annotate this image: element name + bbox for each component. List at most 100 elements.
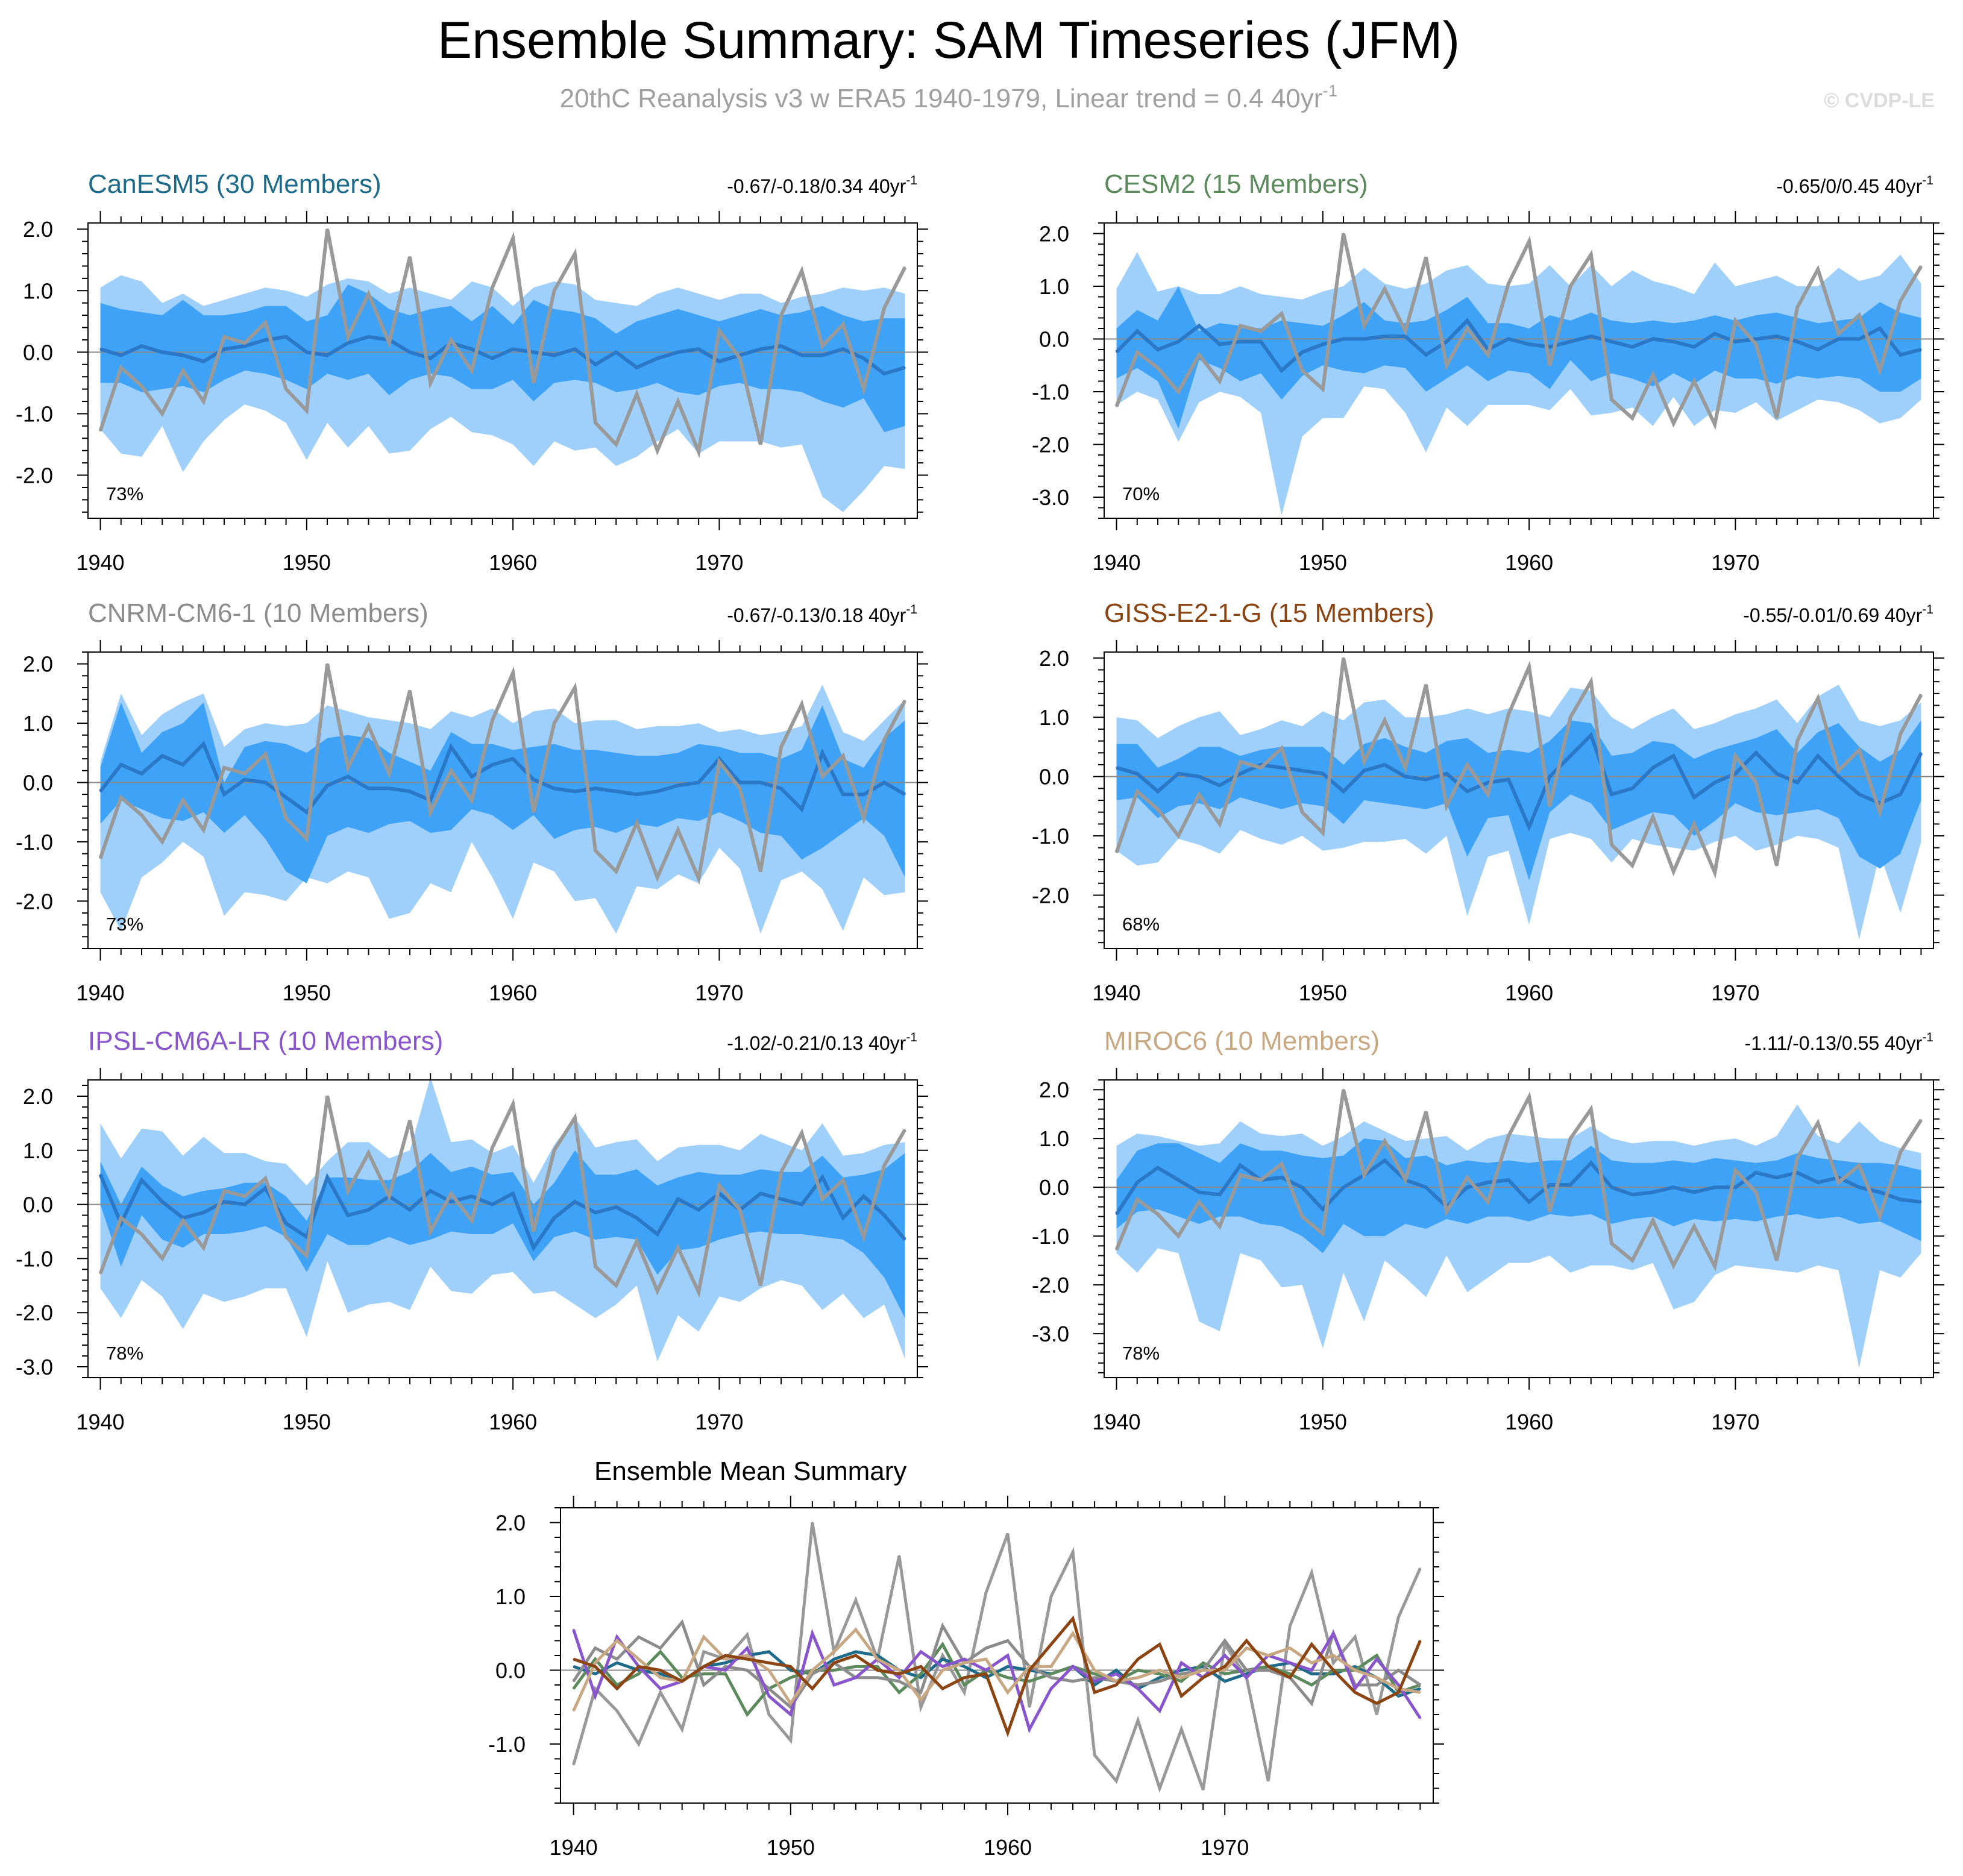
observed-point [1219,823,1220,825]
ensemble-mean-panel: Ensemble Mean Summary 2.0 1.0 0.0 -1.0 1940 19… [488,1457,1444,1860]
ensemble-mean-point [1281,767,1283,769]
observed-point [223,767,225,769]
observed-point [1178,1235,1179,1237]
observed-point [1632,1260,1633,1261]
trend-superscript: -1 [1922,1031,1933,1044]
series-point [1072,1617,1074,1619]
ensemble-mean-point [1425,1186,1427,1188]
observed-point [1384,719,1386,721]
observed-point [471,369,473,372]
ensemble-mean-point [904,793,906,795]
series-point [1376,1713,1378,1716]
observed-point [491,1147,494,1149]
series-point [1354,1636,1356,1638]
x-tick-label: 1940 [76,1410,124,1434]
series-point [985,1592,987,1594]
series-point [876,1666,879,1667]
trend-superscript: -1 [906,603,917,616]
series-point [790,1702,792,1704]
ensemble-mean-point [1920,348,1922,351]
series-point [1333,1654,1334,1657]
ensemble-mean-point [1342,338,1345,340]
ensemble-mean-point [1652,767,1654,769]
inner-percentile-band [100,702,905,883]
observed-point [677,400,679,403]
series-point [985,1658,987,1660]
ensemble-mean-point [1116,767,1117,769]
ensemble-mean-point [1672,1186,1674,1188]
observed-point [553,290,555,292]
x-tick-label: 1970 [1201,1835,1249,1860]
series-point [768,1687,770,1690]
panel-title: CESM2 (15 Members) [1104,169,1368,199]
ensemble-mean-point [1879,1191,1881,1193]
observed-point [1260,330,1262,332]
observed-point [884,1164,885,1167]
ensemble-mean-point [1466,791,1468,792]
series-point [659,1692,661,1693]
ensemble-mean-point [1652,338,1654,340]
y-tick-label: 1.0 [23,278,53,303]
series-point [811,1633,814,1634]
observed-point [1466,764,1468,766]
observed-point [656,876,658,879]
ensemble-mean-point [326,785,328,786]
ensemble-mean-point [409,1209,411,1211]
ensemble-mean-point [759,782,762,783]
series-point [1158,1673,1161,1675]
y-tick-label: 1.0 [1039,705,1069,730]
series-point [1354,1669,1356,1671]
observed-point [450,770,452,772]
x-tick-label: 1940 [1092,980,1140,1005]
series-point [659,1669,661,1671]
series-point [790,1677,792,1678]
percent-label: 78% [1122,1343,1160,1364]
observed-point [1900,1151,1902,1153]
observed-point [429,1231,432,1232]
ensemble-mean-point [1157,348,1159,351]
ensemble-mean-point [656,357,658,359]
series-point [920,1677,922,1678]
series-point [1180,1669,1183,1671]
series-point [1419,1692,1421,1693]
observed-point [1838,770,1839,772]
series-point [1180,1680,1183,1683]
series-point [594,1673,596,1675]
ensemble-mean-point [1425,779,1427,780]
observed-point [1487,1201,1489,1203]
series-point [1311,1643,1313,1645]
series-point [898,1692,900,1693]
observed-point [1879,1216,1881,1217]
series-point [1267,1780,1269,1782]
trend-value: -0.65/0/0.45 40yr [1776,175,1922,197]
observed-point [1342,233,1345,234]
ensemble-mean-point [368,1209,369,1211]
series-point [1007,1692,1009,1693]
series-point [963,1666,966,1667]
ensemble-mean-point [1610,793,1613,795]
ensemble-mean-point [821,354,823,356]
observed-point [842,324,844,325]
series-point [1050,1687,1052,1690]
series-point [746,1713,748,1716]
series-point [833,1662,835,1664]
ensemble-mean-point [862,1195,865,1197]
series-point [1267,1669,1269,1671]
ensemble-mean-point [1590,734,1592,736]
observed-point [1755,344,1757,345]
ensemble-mean-point [326,1176,328,1178]
series-point [659,1647,661,1649]
observed-point [718,761,720,763]
series-point [1354,1687,1356,1690]
observed-point [1136,351,1138,353]
series-point [876,1658,879,1660]
observed-point [1301,1216,1303,1217]
x-tick-label: 1940 [76,550,124,575]
series-point [941,1643,944,1645]
observed-point [182,799,184,802]
series-point [1093,1677,1096,1678]
series-point [768,1662,770,1664]
y-tick-label: -2.0 [1032,1273,1069,1297]
ensemble-mean-point [285,1222,287,1225]
series-line [572,1522,1422,1793]
